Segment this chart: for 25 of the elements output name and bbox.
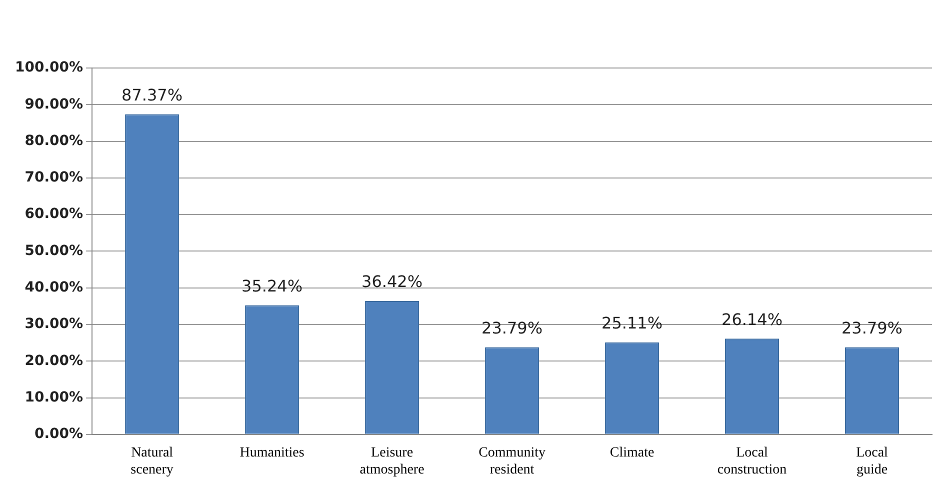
y-tick-label: 80.00% <box>24 132 84 149</box>
data-label: 23.79% <box>841 318 903 338</box>
x-tick-label: Local construction <box>717 445 787 478</box>
data-label: 25.11% <box>602 314 663 333</box>
y-tick-label: 20.00% <box>24 352 84 369</box>
y-tick-label: 90.00% <box>24 96 84 112</box>
y-tick-label: 100.00% <box>14 60 84 76</box>
y-tick-label: 30.00% <box>24 316 84 332</box>
y-tick-label: 60.00% <box>24 206 84 222</box>
x-tick-label: Humanities <box>240 445 304 460</box>
y-tick-label: 0.00% <box>34 426 84 442</box>
data-label: 35.24% <box>242 276 303 296</box>
y-tick-label: 70.00% <box>24 170 84 186</box>
x-tick-label: Natural scenery <box>130 445 174 478</box>
y-tick-label: 50.00% <box>24 242 84 259</box>
data-label: 87.37% <box>122 85 183 104</box>
x-tick-label: Climate <box>610 445 654 460</box>
y-tick-label: 40.00% <box>24 279 84 296</box>
data-label: 23.79% <box>482 318 543 338</box>
x-tick-label: Local guide <box>856 445 888 478</box>
data-label: 26.14% <box>722 310 783 329</box>
x-tick-label: Leisure atmosphere <box>360 445 424 478</box>
y-tick-label: 10.00% <box>24 389 84 406</box>
data-label: 36.42% <box>362 272 423 292</box>
x-tick-label: Community resident <box>478 445 546 478</box>
